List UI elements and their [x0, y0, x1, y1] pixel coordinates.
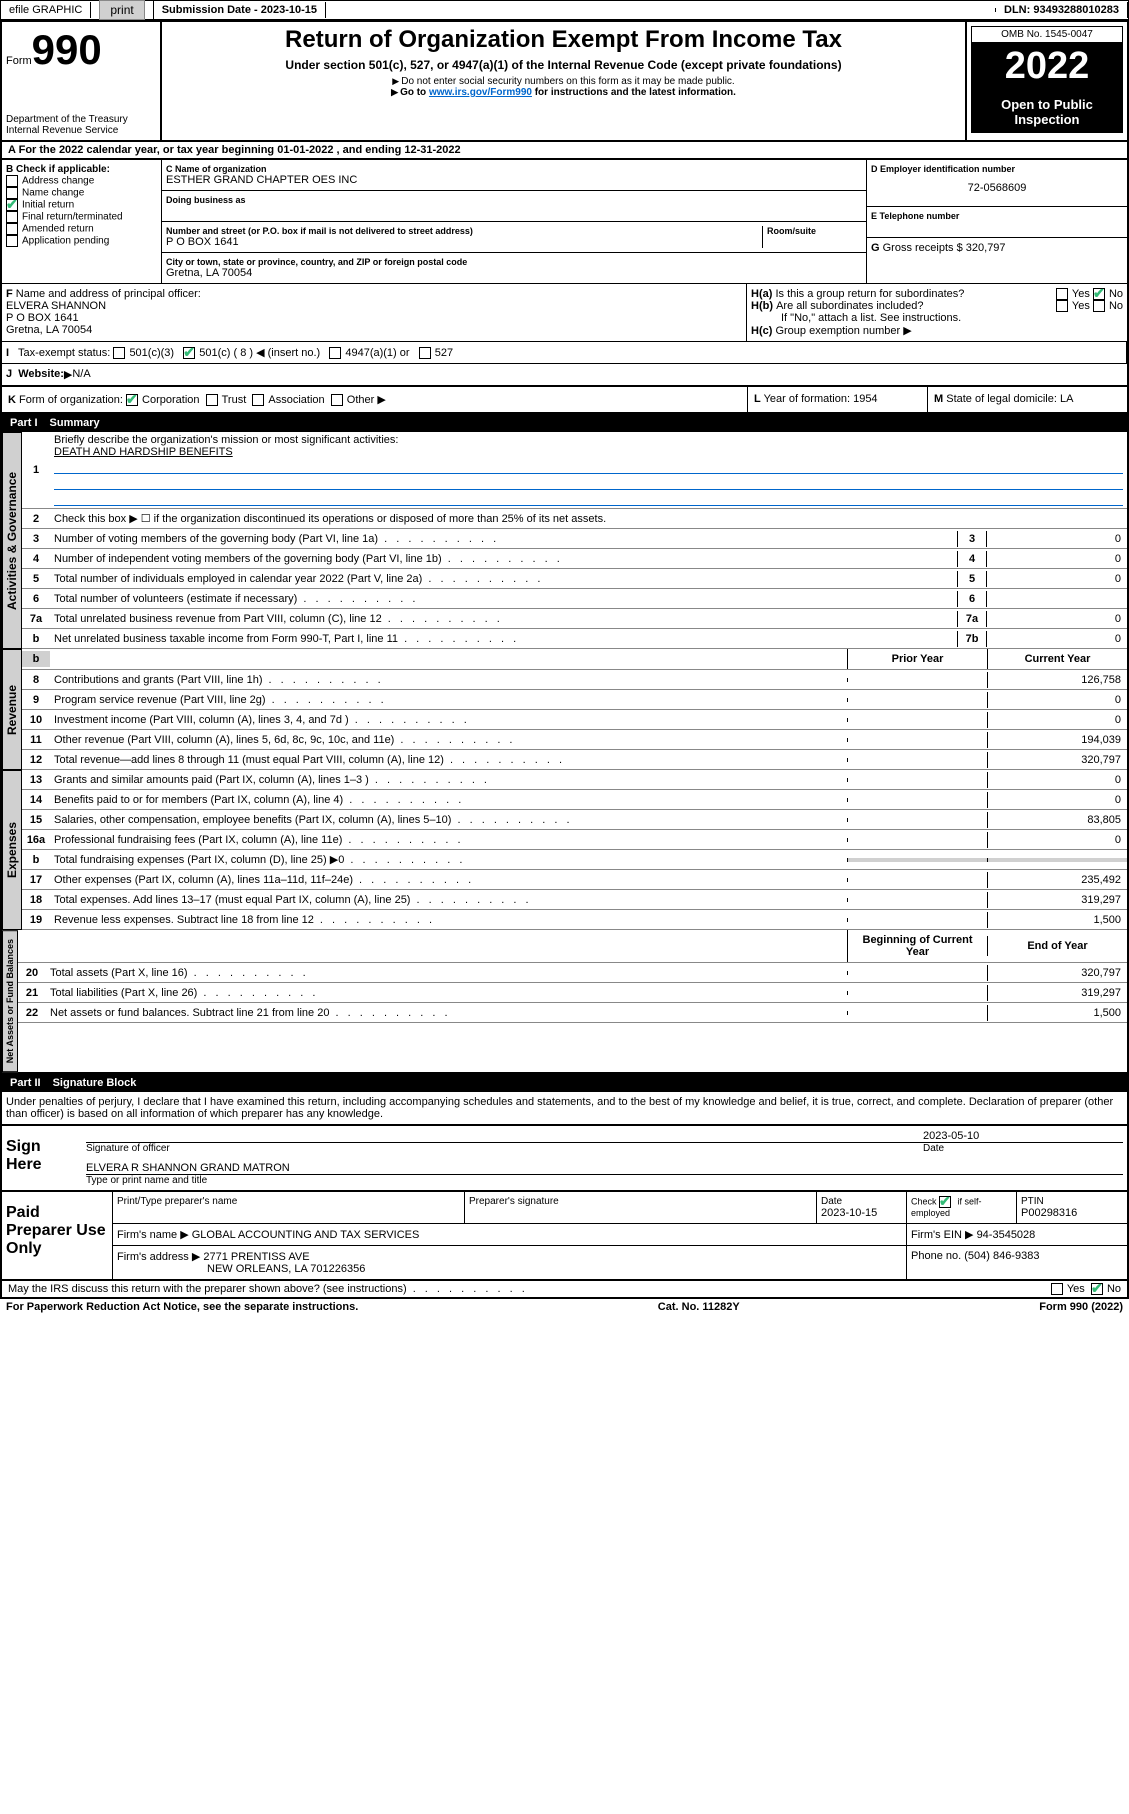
discuss-yes[interactable]	[1051, 1283, 1063, 1295]
city: Gretna, LA 70054	[166, 267, 862, 279]
chk-527[interactable]	[419, 347, 431, 359]
ptin: P00298316	[1021, 1207, 1123, 1219]
print-button[interactable]: print	[99, 0, 144, 20]
chk-501c3[interactable]	[113, 347, 125, 359]
chk-trust[interactable]	[206, 394, 218, 406]
form-title: Return of Organization Exempt From Incom…	[166, 26, 961, 54]
chk-501c[interactable]	[183, 347, 195, 359]
hb-no[interactable]	[1093, 300, 1105, 312]
form-header: Form990 Department of the Treasury Inter…	[2, 22, 1127, 142]
chk-4947[interactable]	[329, 347, 341, 359]
chk-assoc[interactable]	[252, 394, 264, 406]
part2-header: Part IISignature Block	[2, 1074, 1127, 1092]
chk-address[interactable]	[6, 175, 18, 187]
efile-label: efile GRAPHIC	[1, 2, 91, 18]
part1-header: Part ISummary	[2, 414, 1127, 432]
ein: 72-0568609	[871, 174, 1123, 202]
officer-addr1: P O BOX 1641	[6, 312, 742, 324]
chk-final[interactable]	[6, 211, 18, 223]
discuss-no[interactable]	[1091, 1283, 1103, 1295]
section-de: D Employer identification number72-05686…	[867, 160, 1127, 283]
tax-year: 2022	[972, 43, 1122, 90]
omb-number: OMB No. 1545-0047	[972, 27, 1122, 43]
form-label: Form	[6, 55, 32, 67]
officer-addr2: Gretna, LA 70054	[6, 324, 742, 336]
sub-date-label: Submission Date -	[162, 4, 258, 16]
dln-label: DLN:	[1004, 4, 1030, 16]
top-bar: efile GRAPHIC print Submission Date - 20…	[0, 0, 1129, 20]
sub-date: 2023-10-15	[261, 4, 317, 16]
chk-other[interactable]	[331, 394, 343, 406]
form-number: 990	[32, 26, 102, 73]
gross-receipts: 320,797	[966, 242, 1006, 254]
tab-revenue: Revenue	[2, 649, 22, 770]
form-subtitle: Under section 501(c), 527, or 4947(a)(1)…	[166, 58, 961, 72]
goto-pre: Go to	[400, 87, 429, 98]
declaration: Under penalties of perjury, I declare th…	[2, 1092, 1127, 1124]
sig-date: 2023-05-10	[923, 1130, 979, 1142]
tab-governance: Activities & Governance	[2, 432, 22, 649]
chk-amended[interactable]	[6, 223, 18, 235]
ha-no[interactable]	[1093, 288, 1105, 300]
year-formed: 1954	[853, 393, 877, 405]
mission: DEATH AND HARDSHIP BENEFITS	[54, 446, 1123, 458]
section-b: B Check if applicable: Address change Na…	[2, 160, 162, 283]
chk-initial[interactable]	[6, 199, 18, 211]
chk-corp[interactable]	[126, 394, 138, 406]
officer-printed: ELVERA R SHANNON GRAND MATRON	[86, 1154, 1123, 1175]
prep-date: 2023-10-15	[821, 1207, 902, 1219]
sign-here: Sign Here	[2, 1126, 82, 1190]
tab-expenses: Expenses	[2, 770, 22, 930]
chk-self-emp[interactable]	[939, 1196, 951, 1208]
goto-post: for instructions and the latest informat…	[532, 87, 736, 98]
open-inspection: Open to Public Inspection	[971, 91, 1123, 133]
paid-preparer: Paid Preparer Use Only	[2, 1192, 112, 1279]
section-c: C Name of organizationESTHER GRAND CHAPT…	[162, 160, 867, 283]
footer: For Paperwork Reduction Act Notice, see …	[0, 1299, 1129, 1315]
tab-netassets: Net Assets or Fund Balances	[2, 930, 18, 1072]
street: P O BOX 1641	[166, 236, 762, 248]
org-name: ESTHER GRAND CHAPTER OES INC	[166, 174, 862, 186]
firm-phone: (504) 846-9383	[964, 1250, 1039, 1262]
domicile: LA	[1060, 393, 1073, 405]
officer-name: ELVERA SHANNON	[6, 300, 742, 312]
firm-addr: 2771 PRENTISS AVE	[203, 1251, 309, 1263]
firm-name: GLOBAL ACCOUNTING AND TAX SERVICES	[192, 1229, 420, 1241]
website: N/A	[72, 368, 90, 381]
irs-link[interactable]: www.irs.gov/Form990	[429, 87, 532, 98]
firm-ein: 94-3545028	[977, 1229, 1036, 1241]
dln-value: 93493288010283	[1033, 4, 1119, 16]
dept-label: Department of the Treasury	[6, 114, 156, 125]
chk-pending[interactable]	[6, 235, 18, 247]
hb-yes[interactable]	[1056, 300, 1068, 312]
ssn-warning: Do not enter social security numbers on …	[166, 76, 961, 87]
section-a: A For the 2022 calendar year, or tax yea…	[2, 142, 1127, 160]
ha-yes[interactable]	[1056, 288, 1068, 300]
irs-label: Internal Revenue Service	[6, 125, 156, 136]
